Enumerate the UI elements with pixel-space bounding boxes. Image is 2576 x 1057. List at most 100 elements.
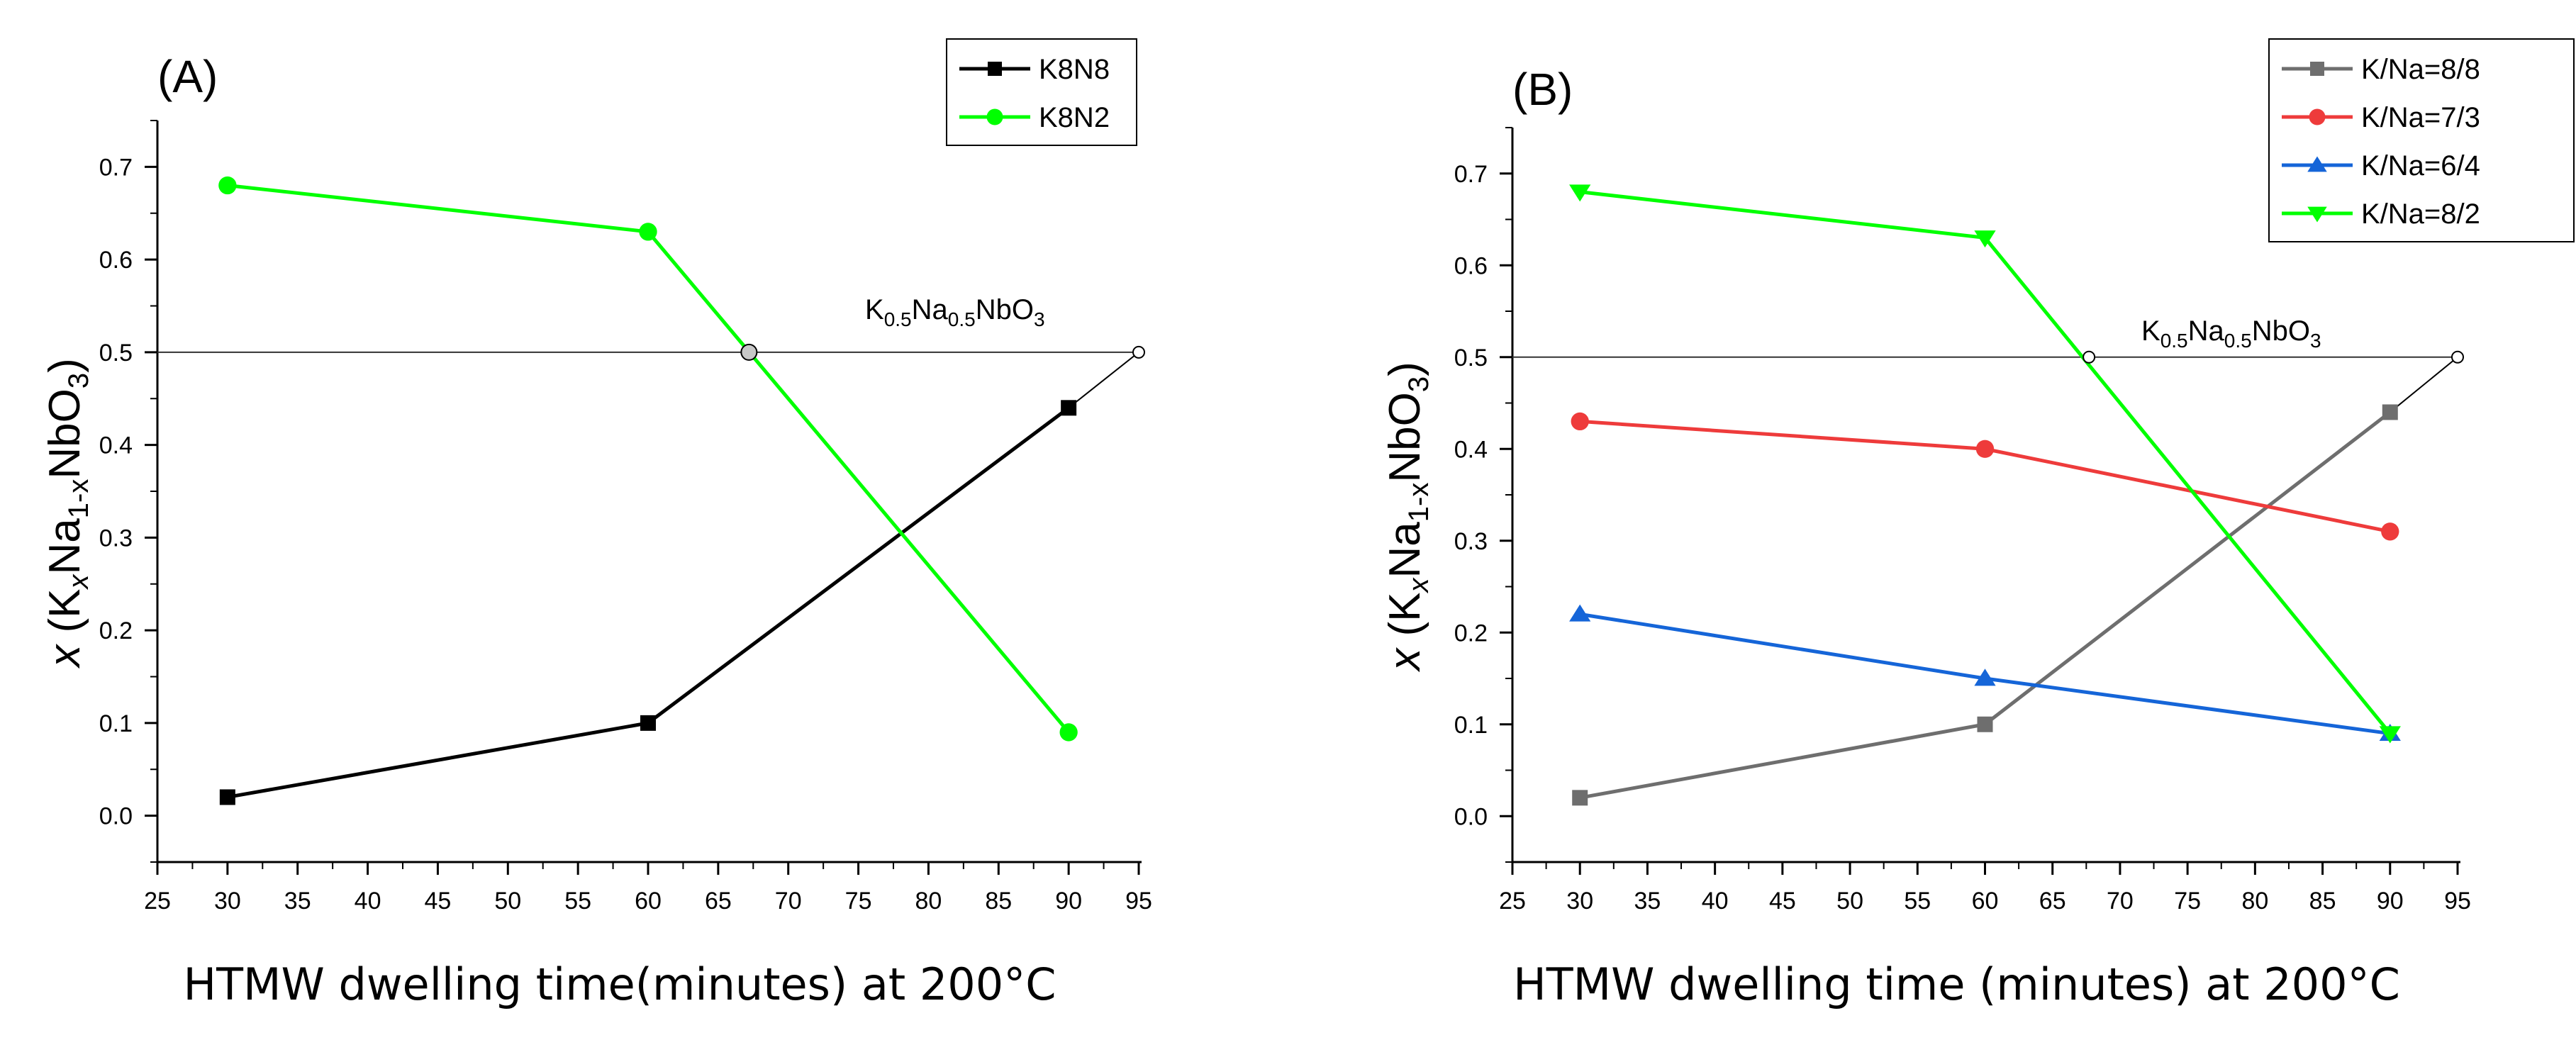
x-tick-label: 45 (425, 888, 452, 915)
data-point (218, 176, 237, 195)
data-point (1977, 716, 1993, 732)
x-tick-label: 35 (284, 888, 311, 915)
data-point (219, 789, 235, 805)
x-tick-label: 50 (494, 888, 521, 915)
series-K8N2 (218, 176, 1078, 742)
data-point (2379, 726, 2401, 744)
x-tick-label: 85 (2309, 888, 2336, 915)
data-point (2382, 404, 2398, 420)
y-tick-label: 0.0 (99, 803, 133, 830)
y-tick-label: 0.1 (1454, 712, 1488, 739)
y-tick-label: 0.3 (99, 525, 133, 552)
y-tick-label: 0.2 (99, 617, 133, 644)
y-tick-label: 0.0 (1454, 803, 1488, 830)
x-tick-label: 55 (1904, 888, 1931, 915)
data-point (1974, 669, 1996, 686)
x-tick-label: 80 (915, 888, 942, 915)
x-tick-label: 50 (1836, 888, 1863, 915)
data-point (2381, 522, 2399, 541)
y-axis-label: x (KxNa1-xNbO3) (1381, 362, 1434, 672)
x-tick-label: 65 (705, 888, 732, 915)
legend-marker (986, 108, 1003, 125)
data-point (1061, 400, 1077, 416)
y-tick-label: 0.7 (99, 154, 133, 181)
data-point (1569, 184, 1591, 202)
x-tick-label: 45 (1769, 888, 1796, 915)
x-tick-label: 70 (2107, 888, 2134, 915)
intersection-marker (740, 343, 758, 361)
reference-label: K0.5Na0.5NbO3 (2141, 315, 2321, 352)
series-K/Na=8/8 (1572, 404, 2398, 806)
series-K8N8 (219, 400, 1077, 805)
data-point (1572, 790, 1588, 806)
x-tick-label: 85 (985, 888, 1012, 915)
intersection-marker (2082, 350, 2096, 364)
y-tick-label: 0.4 (1454, 436, 1488, 463)
x-tick-label: 90 (2377, 888, 2404, 915)
x-tick-label: 95 (1125, 888, 1152, 915)
series-K/Na=8/2 (1569, 184, 2401, 744)
panel-label: (B) (1512, 64, 1573, 115)
extension-line (1068, 352, 1139, 409)
x-axis-label: HTMW dwelling time(minutes) at 200°C (183, 958, 1056, 1010)
x-tick-label: 35 (1634, 888, 1661, 915)
y-tick-label: 0.3 (1454, 528, 1488, 555)
y-tick-label: 0.5 (1454, 345, 1488, 371)
x-tick-label: 75 (845, 888, 872, 915)
x-tick-label: 40 (355, 888, 381, 915)
x-tick-label: 55 (564, 888, 591, 915)
legend-marker (2307, 206, 2327, 223)
x-tick-label: 25 (144, 888, 171, 915)
x-tick-label: 80 (2241, 888, 2268, 915)
y-tick-label: 0.4 (99, 432, 133, 459)
legend-label: K8N8 (1039, 54, 1110, 85)
x-tick-label: 25 (1499, 888, 1526, 915)
x-tick-label: 60 (635, 888, 662, 915)
y-axis-label: x (KxNa1-xNbO3) (40, 358, 94, 669)
data-point (1975, 440, 1995, 458)
series-line (1579, 410, 2392, 800)
x-tick-label: 75 (2174, 888, 2201, 915)
x-tick-label: 30 (1566, 888, 1593, 915)
x-tick-label: 95 (2444, 888, 2471, 915)
data-point (1974, 230, 1996, 248)
chart-panel-b: 25 30 35 40 45 50 55 60 65 70 75 80 85 90 95 0.0 0.1 0.2 0… (1381, 38, 2575, 1010)
legend-marker (2310, 62, 2324, 76)
reference-label: K0.5Na0.5NbO3 (865, 294, 1045, 330)
data-point (639, 223, 657, 241)
x-tick-label: 70 (775, 888, 802, 915)
y-tick-label: 0.1 (99, 710, 133, 737)
data-point (1571, 412, 1589, 431)
legend-marker (2309, 108, 2326, 125)
legend-label: K/Na=7/3 (2361, 102, 2480, 133)
intersection-marker (1132, 345, 1145, 359)
legend: K/Na=8/8 K/Na=7/3 K/Na=6/4 K/Na=8/2 (2268, 38, 2575, 242)
extension-line (2390, 356, 2458, 413)
chart-panel-a: 25 30 35 40 45 50 55 60 65 70 75 80 85 90 95 0.0 0.1 0.2 0… (40, 38, 1152, 1010)
legend: K8N8 K8N2 (946, 38, 1137, 146)
legend-marker (2307, 156, 2327, 172)
x-tick-label: 30 (214, 888, 241, 915)
series-K/Na=7/3 (1571, 412, 2399, 541)
series-line (1580, 419, 2391, 534)
legend-label: K/Na=8/2 (2361, 198, 2480, 230)
panel-label: (A) (157, 51, 218, 102)
legend-marker (988, 62, 1002, 76)
x-tick-label: 90 (1055, 888, 1082, 915)
y-tick-label: 0.6 (1454, 252, 1488, 279)
series-line (1579, 190, 2392, 735)
series-line (227, 406, 1070, 799)
x-tick-label: 40 (1702, 888, 1729, 915)
y-tick-label: 0.6 (99, 247, 133, 274)
legend-box (946, 38, 1137, 146)
x-tick-label: 65 (2039, 888, 2066, 915)
legend-label: K/Na=6/4 (2361, 150, 2480, 181)
data-point (1059, 723, 1078, 742)
y-tick-label: 0.2 (1454, 620, 1488, 647)
data-point (640, 715, 656, 731)
intersection-marker (2451, 350, 2464, 364)
data-point (1569, 604, 1591, 622)
x-axis-label: HTMW dwelling time (minutes) at 200°C (1513, 958, 2400, 1010)
y-tick-label: 0.5 (99, 340, 133, 367)
